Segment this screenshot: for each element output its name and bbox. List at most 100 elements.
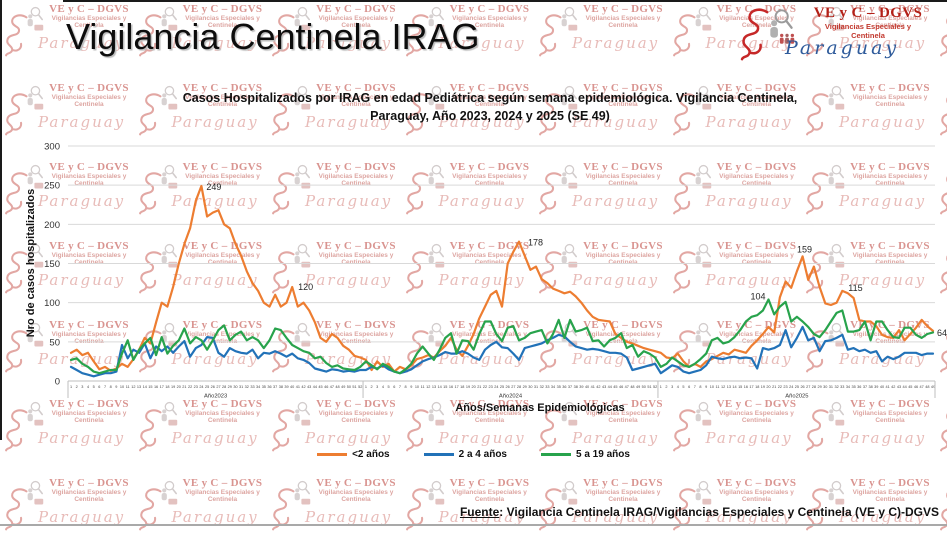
svg-text:43: 43: [307, 385, 311, 389]
svg-text:9: 9: [705, 385, 707, 389]
year-label: Año2024: [499, 394, 523, 400]
svg-text:35: 35: [262, 385, 266, 389]
svg-text:16: 16: [449, 385, 453, 389]
svg-text:37: 37: [863, 385, 867, 389]
svg-text:51: 51: [352, 385, 356, 389]
legend-swatch: [541, 453, 571, 456]
logo-org-name: VE y C – DGVS: [793, 5, 943, 22]
series-line-y2to4: [71, 327, 933, 376]
svg-text:8: 8: [405, 385, 407, 389]
point-label: 159: [797, 244, 812, 254]
y-tick-label: 250: [44, 181, 60, 192]
svg-text:33: 33: [545, 385, 549, 389]
svg-text:49: 49: [341, 385, 345, 389]
svg-text:21: 21: [477, 385, 481, 389]
svg-text:39: 39: [874, 385, 878, 389]
legend-item: 2 a 4 años: [424, 449, 507, 460]
svg-text:36: 36: [562, 385, 566, 389]
svg-text:20: 20: [766, 385, 770, 389]
svg-text:16: 16: [744, 385, 748, 389]
svg-text:35: 35: [557, 385, 561, 389]
svg-text:4: 4: [87, 385, 89, 389]
year-label: Año2025: [785, 394, 808, 400]
svg-text:10: 10: [120, 385, 124, 389]
svg-text:13: 13: [727, 385, 731, 389]
svg-text:30: 30: [528, 385, 532, 389]
svg-text:32: 32: [834, 385, 838, 389]
y-tick-label: 300: [44, 142, 60, 153]
svg-text:47: 47: [330, 385, 334, 389]
left-border-line: [0, 0, 2, 440]
svg-text:30: 30: [233, 385, 237, 389]
svg-text:2: 2: [371, 385, 373, 389]
svg-text:1: 1: [365, 385, 367, 389]
chart-title-line1: Casos Hospitalizados por IRAG en edad Pe…: [140, 89, 840, 107]
svg-text:39: 39: [579, 385, 583, 389]
svg-text:5: 5: [93, 385, 95, 389]
legend-swatch: [424, 453, 454, 456]
svg-text:25: 25: [205, 385, 209, 389]
series-line-lt2: [71, 186, 933, 372]
svg-text:31: 31: [829, 385, 833, 389]
svg-text:15: 15: [148, 385, 152, 389]
svg-text:27: 27: [511, 385, 515, 389]
svg-text:7: 7: [399, 385, 401, 389]
svg-text:44: 44: [313, 385, 317, 389]
svg-text:1: 1: [660, 385, 662, 389]
svg-text:45: 45: [613, 385, 617, 389]
svg-text:18: 18: [460, 385, 464, 389]
svg-text:42: 42: [301, 385, 305, 389]
svg-text:39: 39: [284, 385, 288, 389]
svg-text:19: 19: [761, 385, 765, 389]
svg-text:31: 31: [239, 385, 243, 389]
svg-text:30: 30: [823, 385, 827, 389]
svg-text:34: 34: [846, 385, 850, 389]
svg-text:14: 14: [732, 385, 736, 389]
svg-text:4: 4: [382, 385, 384, 389]
y-tick-label: 200: [44, 220, 60, 231]
svg-text:11: 11: [126, 385, 130, 389]
point-label: 104: [751, 292, 766, 302]
y-tick-label: 50: [49, 337, 60, 348]
svg-text:13: 13: [432, 385, 436, 389]
footer-source-text: : Vigilancia Centinela IRAG/Vigilancias …: [499, 505, 939, 519]
svg-text:21: 21: [182, 385, 186, 389]
page-root: { "page": { "title": "Vigilancia Centine…: [0, 0, 947, 533]
legend-swatch: [317, 453, 347, 456]
svg-text:44: 44: [903, 385, 907, 389]
svg-text:15: 15: [738, 385, 742, 389]
logo-subtitle-line1: Vigilancias Especiales y: [793, 22, 943, 31]
svg-text:48: 48: [630, 385, 634, 389]
legend-label: <2 años: [352, 449, 390, 460]
svg-text:29: 29: [228, 385, 232, 389]
svg-text:40: 40: [880, 385, 884, 389]
svg-text:23: 23: [489, 385, 493, 389]
svg-text:3: 3: [376, 385, 378, 389]
svg-text:9: 9: [115, 385, 117, 389]
svg-text:52: 52: [653, 385, 657, 389]
svg-text:46: 46: [619, 385, 623, 389]
svg-text:10: 10: [415, 385, 419, 389]
svg-text:6: 6: [688, 385, 690, 389]
svg-text:33: 33: [250, 385, 254, 389]
svg-text:32: 32: [245, 385, 249, 389]
svg-text:8: 8: [110, 385, 112, 389]
legend-label: 5 a 19 años: [576, 449, 630, 460]
svg-text:38: 38: [574, 385, 578, 389]
svg-text:26: 26: [506, 385, 510, 389]
svg-text:37: 37: [273, 385, 277, 389]
svg-text:19: 19: [466, 385, 470, 389]
svg-text:14: 14: [143, 385, 147, 389]
y-tick-label: 0: [55, 377, 60, 388]
svg-text:26: 26: [800, 385, 804, 389]
svg-text:12: 12: [721, 385, 725, 389]
legend-label: 2 a 4 años: [459, 449, 507, 460]
svg-text:22: 22: [483, 385, 487, 389]
legend-item: <2 años: [317, 449, 390, 460]
svg-text:1: 1: [70, 385, 72, 389]
svg-text:14: 14: [438, 385, 442, 389]
svg-text:2: 2: [665, 385, 667, 389]
svg-text:38: 38: [869, 385, 873, 389]
svg-text:32: 32: [540, 385, 544, 389]
